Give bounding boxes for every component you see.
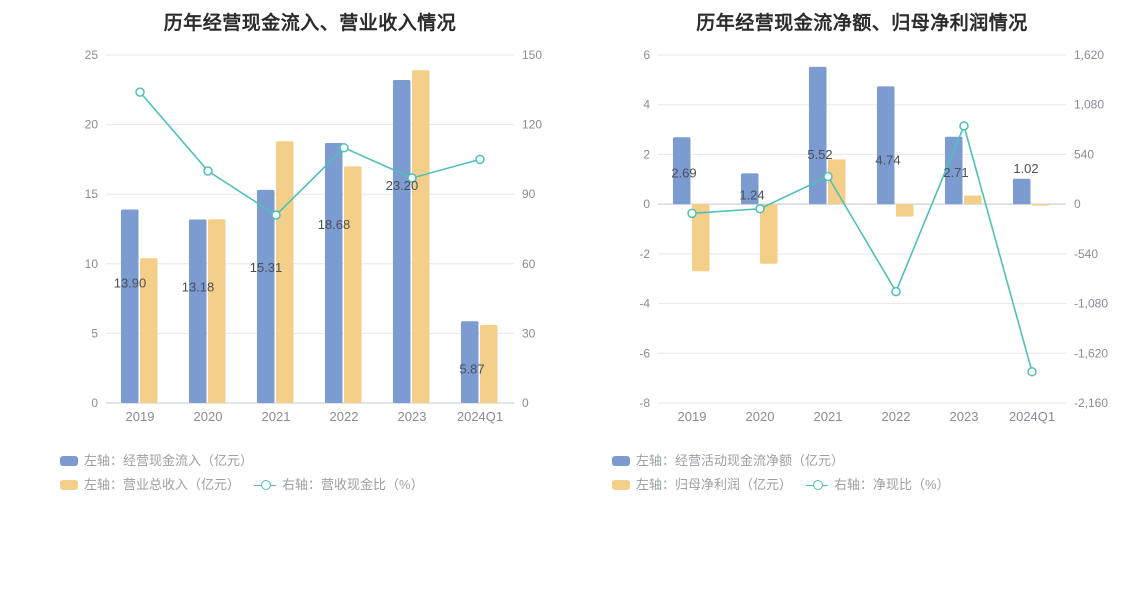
- svg-text:15: 15: [85, 187, 99, 201]
- svg-text:-540: -540: [1074, 247, 1098, 261]
- svg-text:20: 20: [85, 118, 99, 132]
- left-chart-svg: 0 5 10 15 20 25 0 30 60 90 120 150 2019 2020 2021 2022 2…: [60, 43, 560, 443]
- left-chart-legend: 左轴：经营现金流入（亿元）左轴：营业总收入（亿元） 右轴：营收现金比（%）: [60, 449, 560, 497]
- right-panel: 历年经营现金流净额、归母净利润情况 -8 -6 -4 -2 0 2 4 6 -2,160 -1,6…: [612, 8, 1112, 538]
- svg-text:-1,080: -1,080: [1074, 297, 1108, 311]
- svg-text:-2: -2: [639, 247, 650, 261]
- left-panel: 历年经营现金流入、营业收入情况 0 5 10 15 20 25 0 30 60 90 120 150 2…: [60, 8, 560, 538]
- svg-text:2024Q1: 2024Q1: [457, 409, 503, 424]
- svg-text:4.74: 4.74: [875, 152, 900, 167]
- svg-text:2.69: 2.69: [671, 165, 696, 180]
- svg-text:23.20: 23.20: [386, 178, 419, 193]
- svg-text:-2,160: -2,160: [1074, 396, 1108, 410]
- svg-text:0: 0: [643, 197, 650, 211]
- legend-label: 左轴：经营活动现金流净额（亿元）: [636, 449, 844, 473]
- svg-text:2.71: 2.71: [943, 165, 968, 180]
- svg-text:0: 0: [1074, 197, 1081, 211]
- legend-label: 右轴：净现比（%）: [834, 473, 950, 497]
- svg-text:13.90: 13.90: [114, 276, 147, 291]
- legend-swatch-bar: [60, 456, 78, 466]
- svg-text:2022: 2022: [330, 409, 359, 424]
- svg-text:5.87: 5.87: [459, 361, 484, 376]
- right-chart-title: 历年经营现金流净额、归母净利润情况: [612, 8, 1112, 35]
- right-chart-plot: -8 -6 -4 -2 0 2 4 6 -2,160 -1,620 -1,080 -540 0 540 1,…: [612, 43, 1112, 443]
- svg-text:5: 5: [91, 326, 98, 340]
- svg-text:10: 10: [85, 257, 99, 271]
- svg-text:1.02: 1.02: [1013, 161, 1038, 176]
- legend-item: 左轴：经营现金流入（亿元）: [60, 449, 253, 473]
- legend-label: 左轴：归母净利润（亿元）: [636, 473, 792, 497]
- legend-swatch-bar: [612, 480, 630, 490]
- chart-pair-container: 历年经营现金流入、营业收入情况 051015202503060901201502…: [0, 0, 1148, 589]
- svg-text:30: 30: [522, 326, 536, 340]
- legend-swatch-line: [254, 479, 276, 491]
- svg-text:2021: 2021: [814, 409, 843, 424]
- legend-label: 左轴：营业总收入（亿元）: [84, 473, 240, 497]
- svg-text:540: 540: [1074, 147, 1094, 161]
- legend-item: 左轴：归母净利润（亿元）: [612, 473, 792, 497]
- svg-text:1,080: 1,080: [1074, 98, 1104, 112]
- legend-swatch-bar: [60, 480, 78, 490]
- svg-text:2020: 2020: [194, 409, 223, 424]
- legend-item: 左轴：经营活动现金流净额（亿元）: [612, 449, 844, 473]
- svg-text:0: 0: [522, 396, 529, 410]
- left-chart-plot: 0 5 10 15 20 25 0 30 60 90 120 150 2019 2020 2021 2022 2…: [60, 43, 560, 443]
- svg-text:2023: 2023: [398, 409, 427, 424]
- legend-swatch-bar: [612, 456, 630, 466]
- svg-text:2019: 2019: [126, 409, 155, 424]
- svg-text:2: 2: [643, 147, 650, 161]
- svg-text:-1,620: -1,620: [1074, 346, 1108, 360]
- svg-text:15.31: 15.31: [250, 260, 283, 275]
- legend-row: 左轴：经营活动现金流净额（亿元）: [612, 449, 1112, 473]
- legend-item: 右轴：净现比（%）: [806, 473, 950, 497]
- svg-text:0: 0: [91, 396, 98, 410]
- svg-text:2022: 2022: [882, 409, 911, 424]
- legend-label: 右轴：营收现金比（%）: [282, 473, 424, 497]
- right-chart-legend: 左轴：经营活动现金流净额（亿元）左轴：归母净利润（亿元） 右轴：净现比（%）: [612, 449, 1112, 497]
- svg-text:2024Q1: 2024Q1: [1009, 409, 1055, 424]
- legend-row: 左轴：归母净利润（亿元） 右轴：净现比（%）: [612, 473, 1112, 497]
- svg-text:5.52: 5.52: [807, 147, 832, 162]
- legend-item: 左轴：营业总收入（亿元）: [60, 473, 240, 497]
- svg-text:120: 120: [522, 118, 542, 132]
- legend-item: 右轴：营收现金比（%）: [254, 473, 424, 497]
- left-chart-title: 历年经营现金流入、营业收入情况: [60, 8, 560, 35]
- svg-text:18.68: 18.68: [318, 217, 351, 232]
- svg-text:-8: -8: [639, 396, 650, 410]
- svg-text:-6: -6: [639, 346, 650, 360]
- legend-swatch-line: [806, 479, 828, 491]
- svg-text:4: 4: [643, 98, 650, 112]
- svg-text:1.24: 1.24: [739, 187, 764, 202]
- svg-text:25: 25: [85, 48, 99, 62]
- svg-text:1,620: 1,620: [1074, 48, 1104, 62]
- svg-text:2021: 2021: [262, 409, 291, 424]
- svg-text:60: 60: [522, 257, 536, 271]
- legend-row: 左轴：经营现金流入（亿元）: [60, 449, 560, 473]
- svg-text:150: 150: [522, 48, 542, 62]
- svg-text:2023: 2023: [950, 409, 979, 424]
- svg-text:90: 90: [522, 187, 536, 201]
- legend-label: 左轴：经营现金流入（亿元）: [84, 449, 253, 473]
- svg-text:2020: 2020: [746, 409, 775, 424]
- svg-text:-4: -4: [639, 297, 650, 311]
- legend-row: 左轴：营业总收入（亿元） 右轴：营收现金比（%）: [60, 473, 560, 497]
- svg-text:13.18: 13.18: [182, 280, 215, 295]
- right-chart-svg: -8 -6 -4 -2 0 2 4 6 -2,160 -1,620 -1,080 -540 0 540 1,…: [612, 43, 1112, 443]
- svg-text:6: 6: [643, 48, 650, 62]
- svg-text:2019: 2019: [678, 409, 707, 424]
